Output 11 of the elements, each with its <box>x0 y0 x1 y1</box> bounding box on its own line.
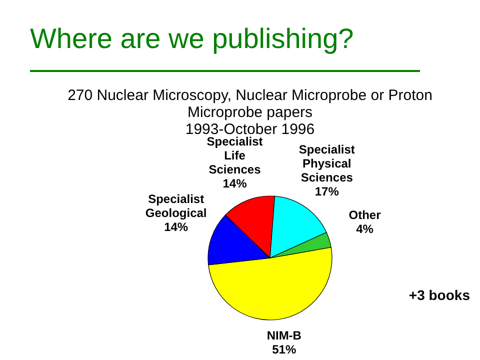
data-label: 51% <box>272 342 296 357</box>
slice-label: Specialist Physical Sciences <box>298 142 355 185</box>
data-label: 14% <box>222 176 248 190</box>
chart-title: Where are we publishing? <box>30 23 354 54</box>
slice-label: Specialist Geological <box>145 192 207 220</box>
slice-label: Other <box>348 208 382 222</box>
text: +3 books <box>408 287 470 303</box>
data-label: 4% <box>356 222 374 236</box>
data-label: 14% <box>164 220 188 234</box>
slice-label: NIM-B <box>266 328 302 343</box>
data-label: 17% <box>314 184 340 199</box>
